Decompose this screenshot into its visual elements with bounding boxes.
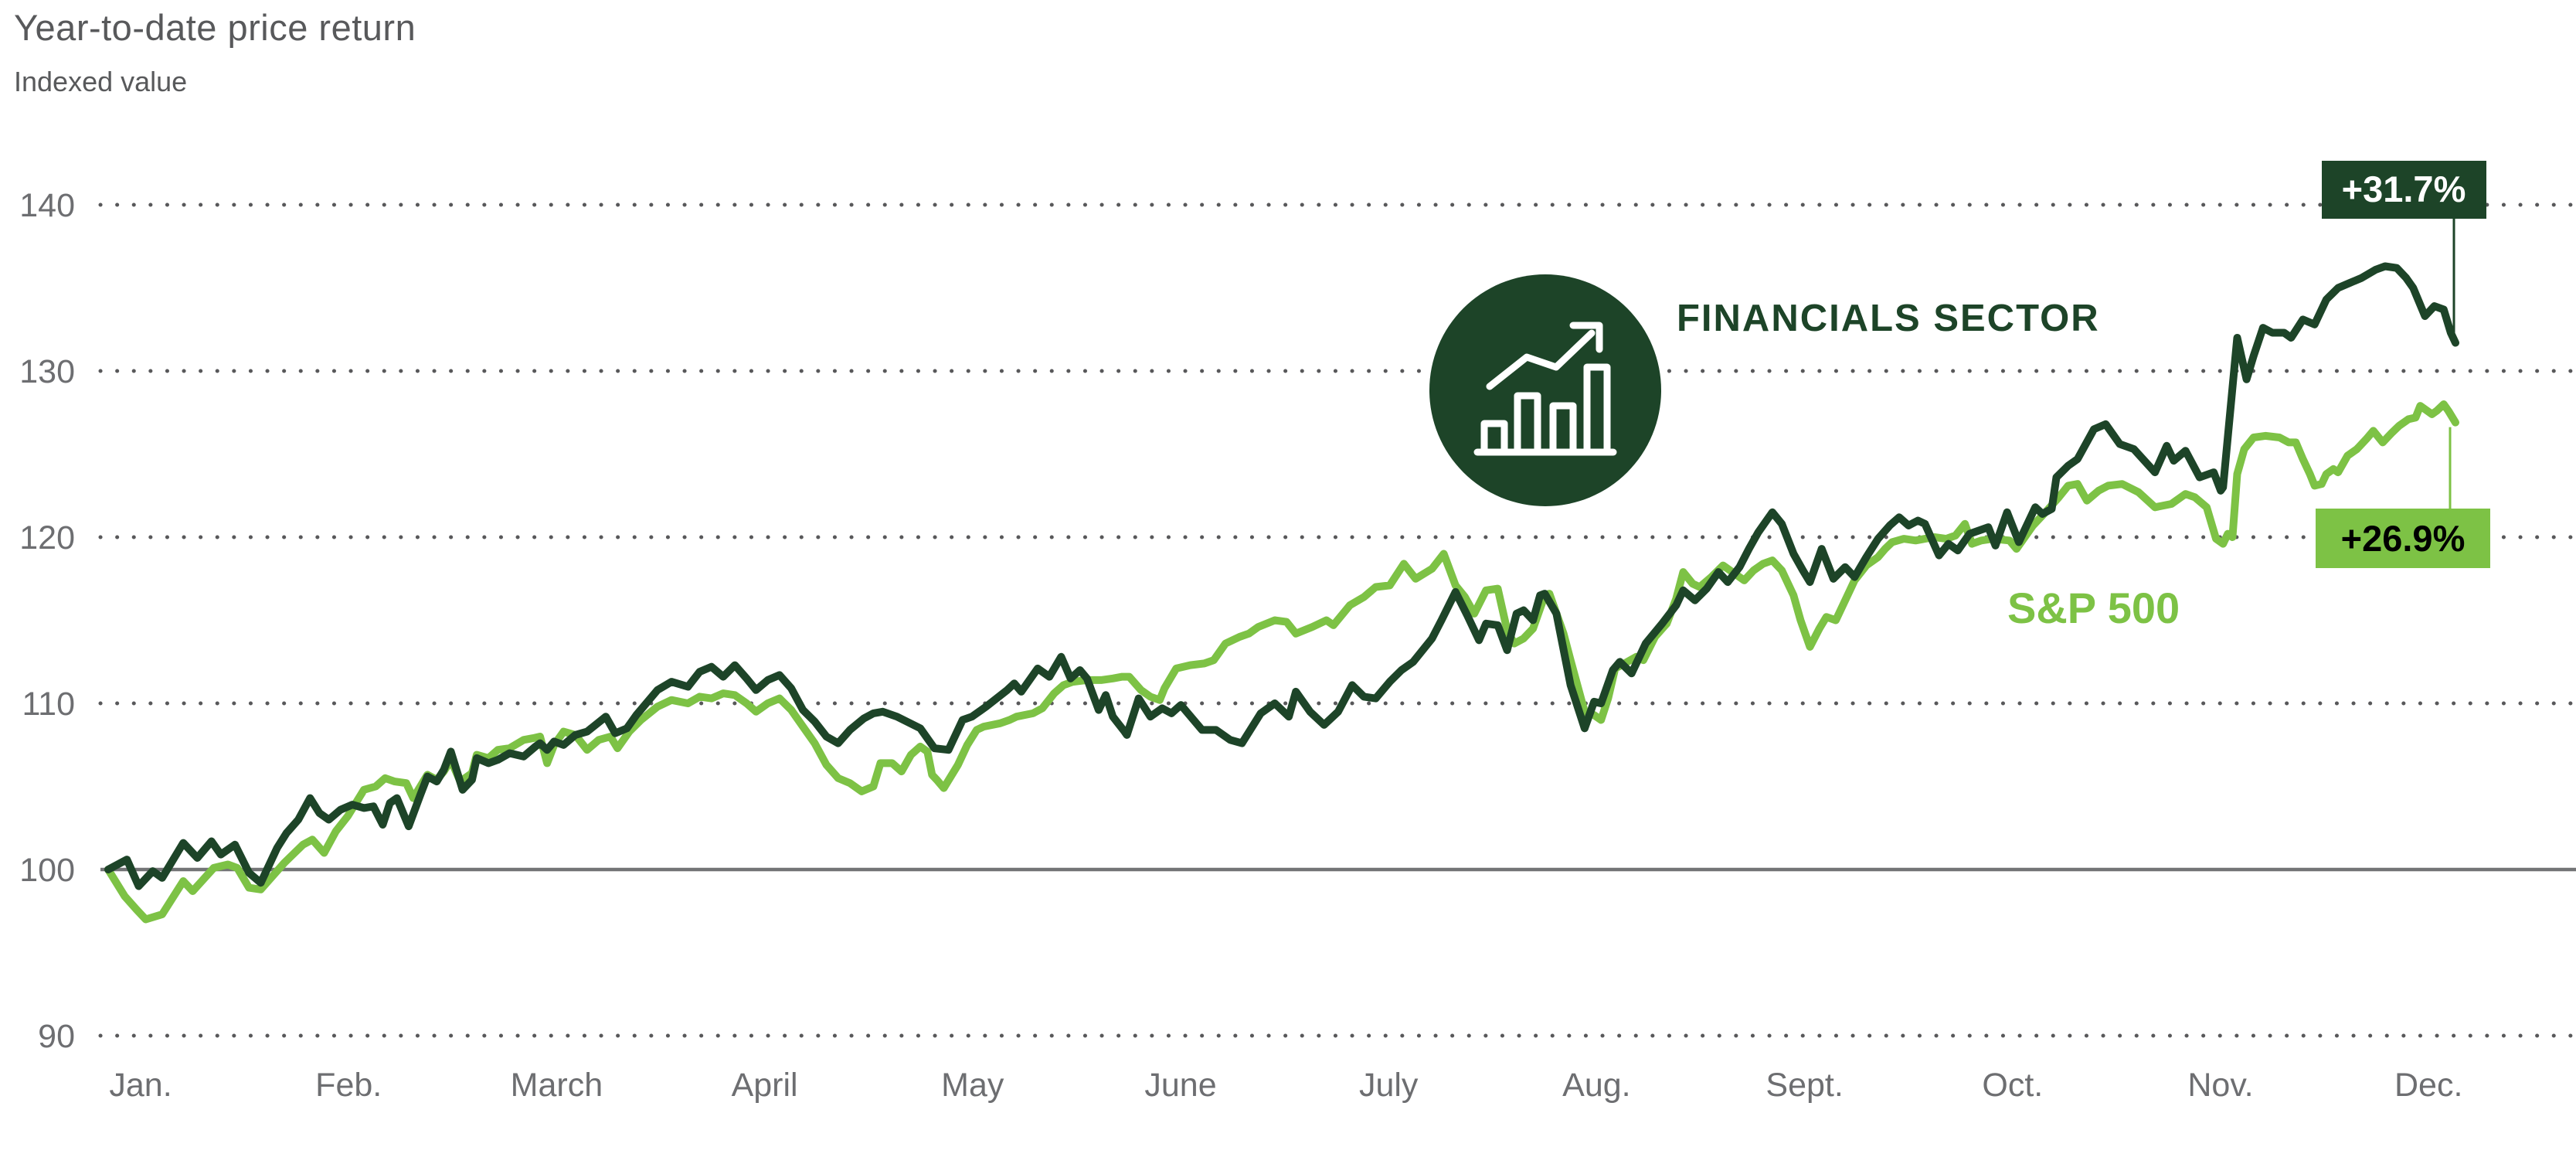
sp500-badge-value: +26.9% — [2341, 518, 2466, 559]
y-tick-label-100: 100 — [19, 852, 75, 889]
y-tick-label-130: 130 — [19, 353, 75, 390]
financials-badge-value: +31.7% — [2342, 168, 2466, 209]
y-tick-label-90: 90 — [38, 1018, 75, 1055]
sp500-badge — [2316, 509, 2490, 568]
icon-arrow-shaft — [1486, 329, 1596, 390]
x-tick-label-May: May — [941, 1067, 1004, 1104]
y-tick-label-140: 140 — [19, 187, 75, 224]
x-tick-label-Feb: Feb. — [315, 1067, 382, 1104]
x-tick-label-Nov: Nov. — [2187, 1067, 2253, 1104]
icon-bar-4 — [1583, 363, 1611, 456]
x-tick-label-March: March — [511, 1067, 603, 1104]
x-tick-label-April: April — [732, 1067, 798, 1104]
icon-circle — [1429, 274, 1661, 506]
axis-labels: 140 130 120 110 100 90 Jan. Feb. March April May Ju… — [19, 187, 2462, 1104]
x-tick-label-Oct: Oct. — [1982, 1067, 2043, 1104]
x-tick-label-July: July — [1359, 1067, 1419, 1104]
x-tick-label-June: June — [1144, 1067, 1216, 1104]
y-tick-label-120: 120 — [19, 519, 75, 556]
chart-header: Year-to-date price return Indexed value — [14, 6, 416, 98]
x-tick-label-Jan: Jan. — [109, 1067, 172, 1104]
icon-arrow-head — [1569, 322, 1603, 353]
icon-bar-2 — [1514, 392, 1541, 456]
icon-bar-3 — [1549, 402, 1577, 456]
gridlines — [98, 203, 2576, 1038]
x-tick-label-Aug: Aug. — [1562, 1067, 1630, 1104]
chart-title: Year-to-date price return — [14, 7, 416, 48]
financials-badge — [2322, 161, 2486, 219]
y-tick-label-110: 110 — [22, 686, 75, 723]
x-tick-label-Sept: Sept. — [1765, 1067, 1843, 1104]
sp500-label: S&P 500 — [2007, 584, 2180, 632]
financials-sector-icon — [1429, 274, 1661, 506]
financials-sector-label: FINANCIALS SECTOR — [1677, 298, 2100, 339]
icon-bar-1 — [1480, 420, 1508, 456]
sp500-line — [104, 400, 2459, 924]
financials-line — [104, 262, 2459, 890]
series-lines — [104, 262, 2459, 924]
annotations: FINANCIALS SECTOR S&P 500 +31.7% +26.9% — [1677, 161, 2490, 632]
chart-subtitle: Indexed value — [14, 66, 188, 97]
x-tick-label-Dec: Dec. — [2394, 1067, 2462, 1104]
